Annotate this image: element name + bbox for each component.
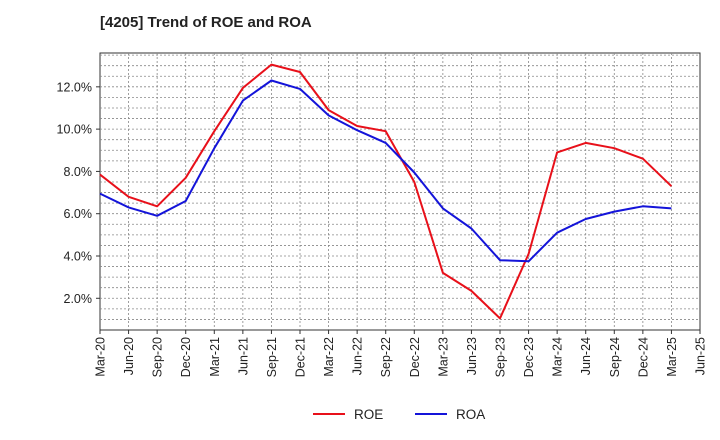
x-tick-label: Sep-21 [265,337,279,377]
x-axis-ticks: Mar-20 Jun-20 Sep-20 Dec-20 Mar-21 Jun-21 Sep-… [94,330,708,377]
x-tick-label: Mar-24 [551,337,565,377]
grid-lines [100,53,700,330]
plot-area [99,52,701,331]
x-tick-label: Jun-22 [351,337,365,375]
y-tick-label: 2.0% [64,292,93,306]
chart-title: [4205] Trend of ROE and ROA [100,14,312,31]
x-tick-label: Dec-23 [522,337,536,377]
y-tick-label: 10.0% [57,123,92,137]
x-tick-label: Jun-25 [694,337,708,375]
x-tick-label: Mar-20 [94,337,108,377]
y-tick-label: 6.0% [64,207,93,221]
y-axis-ticks: 2.0% 4.0% 6.0% 8.0% 10.0% 12.0% [57,80,100,306]
y-tick-label: 8.0% [64,165,93,179]
legend-label-roa: ROA [456,407,485,422]
x-tick-label: Jun-24 [579,337,593,375]
y-tick-label: 12.0% [57,80,92,94]
series-line-roe [99,63,673,320]
x-tick-label: Jun-23 [465,337,479,375]
x-tick-label: Mar-23 [436,337,450,377]
x-tick-label: Dec-24 [636,337,650,377]
x-tick-label: Sep-23 [494,337,508,377]
x-tick-label: Dec-20 [179,337,193,377]
series-line-roa [99,79,672,263]
x-tick-label: Dec-21 [294,337,308,377]
x-tick-label: Mar-21 [208,337,222,377]
x-tick-label: Dec-22 [408,337,422,377]
x-tick-label: Sep-20 [151,337,165,377]
x-tick-label: Sep-22 [379,337,393,377]
series-lines [99,63,673,320]
legend-label-roe: ROE [354,407,383,422]
legend: ROE ROA [313,407,485,422]
x-tick-label: Jun-20 [122,337,136,375]
y-tick-label: 4.0% [64,249,93,263]
x-tick-label: Jun-21 [236,337,250,375]
x-tick-label: Sep-24 [608,337,622,377]
x-tick-label: Mar-22 [322,337,336,377]
x-tick-label: Mar-25 [665,337,679,377]
